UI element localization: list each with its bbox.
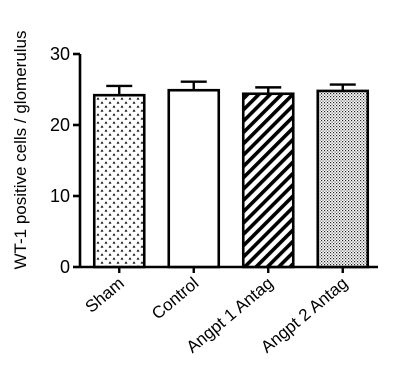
x-tick-label-0: Sham bbox=[82, 274, 128, 317]
y-tick-label-2: 20 bbox=[50, 115, 70, 135]
bar-1 bbox=[167, 88, 221, 269]
bar-0 bbox=[92, 93, 146, 269]
y-tick-label-1: 10 bbox=[50, 186, 70, 206]
bar-2 bbox=[241, 92, 295, 269]
y-tick-label-3: 30 bbox=[50, 44, 70, 64]
x-tick-label-1: Control bbox=[148, 274, 202, 324]
y-tick-label-0: 0 bbox=[60, 257, 70, 277]
y-axis-title: WT-1 positive cells / glomerulus bbox=[11, 30, 30, 269]
bar-3 bbox=[316, 89, 370, 269]
bars bbox=[92, 80, 370, 269]
